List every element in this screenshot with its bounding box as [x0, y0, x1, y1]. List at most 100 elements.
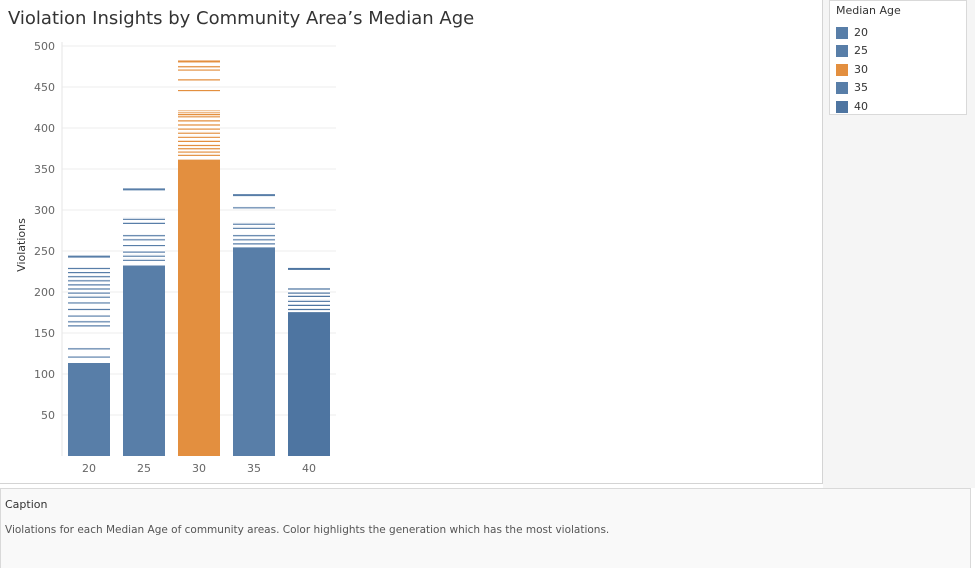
bar-segment-line[interactable] [233, 226, 275, 229]
bar-segment-line[interactable] [178, 153, 220, 156]
bar-segment-line[interactable] [68, 347, 110, 350]
legend: Median Age 20 25 30 35 40 [829, 0, 967, 115]
bar-segment-line[interactable] [123, 254, 165, 257]
chart-title: Violation Insights by Community Area’s M… [8, 8, 475, 29]
y-tick-label: 500 [34, 40, 55, 53]
bar-segment-line[interactable] [178, 150, 220, 153]
legend-label: 20 [854, 26, 868, 39]
bar-segment-line[interactable] [233, 238, 275, 241]
y-axis-ticks: 50 100 150 200 250 300 350 400 450 500 [34, 40, 55, 422]
bar-segment-line[interactable] [178, 60, 220, 63]
y-tick-label: 450 [34, 81, 55, 94]
bar-segment-line[interactable] [68, 324, 110, 327]
x-tick-label: 30 [192, 462, 206, 475]
x-tick-label: 40 [302, 462, 316, 475]
bar-20[interactable] [68, 362, 110, 456]
bar-segment-line[interactable] [288, 294, 330, 297]
bar-segment-line[interactable] [288, 308, 330, 311]
bar-segment-line[interactable] [68, 283, 110, 286]
legend-label: 35 [854, 81, 868, 94]
bar-segment-line[interactable] [178, 78, 220, 81]
legend-label: 40 [854, 100, 868, 113]
bar-segment-line[interactable] [178, 68, 220, 71]
x-tick-label: 25 [137, 462, 151, 475]
legend-swatch [836, 82, 848, 94]
y-tick-label: 250 [34, 245, 55, 258]
bar-segment-line[interactable] [68, 279, 110, 282]
bar-segment-line[interactable] [288, 291, 330, 294]
bar-35[interactable] [233, 246, 275, 456]
y-tick-label: 350 [34, 163, 55, 176]
bar-segment-line[interactable] [233, 206, 275, 209]
bar-segment-line[interactable] [233, 234, 275, 237]
bar-segment-line[interactable] [123, 217, 165, 220]
bar-segment-line[interactable] [68, 275, 110, 278]
bar-segment-line[interactable] [123, 238, 165, 241]
y-axis-title: Violations [15, 218, 28, 272]
bar-segment-line[interactable] [178, 119, 220, 122]
bar-segment-line[interactable] [233, 222, 275, 225]
bar-segment-line[interactable] [233, 242, 275, 245]
legend-label: 30 [854, 63, 868, 76]
bar-segment-line[interactable] [68, 308, 110, 311]
y-tick-label: 200 [34, 286, 55, 299]
bar-segment-line[interactable] [233, 194, 275, 197]
x-tick-label: 20 [82, 462, 96, 475]
x-tick-label: 35 [247, 462, 261, 475]
legend-label: 25 [854, 44, 868, 57]
legend-swatch [836, 45, 848, 57]
bar-segment-line[interactable] [178, 127, 220, 130]
bar-segment-line[interactable] [68, 355, 110, 358]
bar-segment-line[interactable] [178, 147, 220, 150]
bar-segment-line[interactable] [123, 258, 165, 261]
y-tick-label: 150 [34, 327, 55, 340]
caption-panel: Caption Violations for each Median Age o… [0, 488, 971, 568]
chart-area: Violation Insights by Community Area’s M… [0, 0, 823, 484]
bar-segment-line[interactable] [68, 295, 110, 298]
bar-segment-line[interactable] [178, 65, 220, 68]
bar-segment-line[interactable] [68, 287, 110, 290]
caption-text: Violations for each Median Age of commun… [5, 524, 610, 536]
bar-30[interactable] [178, 159, 220, 456]
y-tick-label: 300 [34, 204, 55, 217]
bar-segment-line[interactable] [178, 131, 220, 134]
y-tick-label: 400 [34, 122, 55, 135]
bar-segment-line[interactable] [68, 301, 110, 304]
bar-segment-line[interactable] [288, 304, 330, 306]
bar-segment-line[interactable] [123, 244, 165, 247]
bar-25[interactable] [123, 264, 165, 456]
right-panel: Median Age 20 25 30 35 40 [823, 0, 975, 488]
bar-segment-line[interactable] [178, 123, 220, 126]
bar-segment-line[interactable] [288, 299, 330, 302]
bar-segment-line[interactable] [178, 89, 220, 92]
bar-segment-line[interactable] [68, 291, 110, 294]
y-tick-label: 100 [34, 368, 55, 381]
bar-segment-line[interactable] [178, 111, 220, 114]
bar-segment-line[interactable] [68, 271, 110, 274]
bar-segment-line[interactable] [68, 314, 110, 317]
bar-chart: 50 100 150 200 250 300 350 400 450 500 20 25 30 35 40… [15, 40, 336, 475]
bar-segment-line[interactable] [178, 112, 220, 115]
bar-segment-line[interactable] [288, 287, 330, 290]
bar-segment-line[interactable] [178, 144, 220, 147]
bar-segment-line[interactable] [123, 222, 165, 224]
bar-segment-line[interactable] [288, 267, 330, 270]
legend-swatch [836, 64, 848, 76]
bar-40[interactable] [288, 311, 330, 456]
bar-segment-line[interactable] [123, 188, 165, 191]
bar-segment-line[interactable] [123, 234, 165, 237]
bars [68, 60, 330, 456]
caption-title: Caption [5, 498, 48, 511]
bar-segment-line[interactable] [178, 135, 220, 138]
bar-segment-line[interactable] [68, 255, 110, 258]
bar-segment-line[interactable] [68, 267, 110, 270]
bar-segment-line[interactable] [178, 140, 220, 142]
bar-segment-line[interactable] [178, 115, 220, 118]
bar-segment-line[interactable] [123, 250, 165, 253]
legend-title: Median Age [836, 4, 901, 17]
legend-swatch [836, 101, 848, 113]
legend-swatch [836, 27, 848, 39]
y-tick-label: 50 [41, 409, 55, 422]
bar-segment-line[interactable] [68, 320, 110, 323]
bar-segment-line[interactable] [178, 109, 220, 112]
